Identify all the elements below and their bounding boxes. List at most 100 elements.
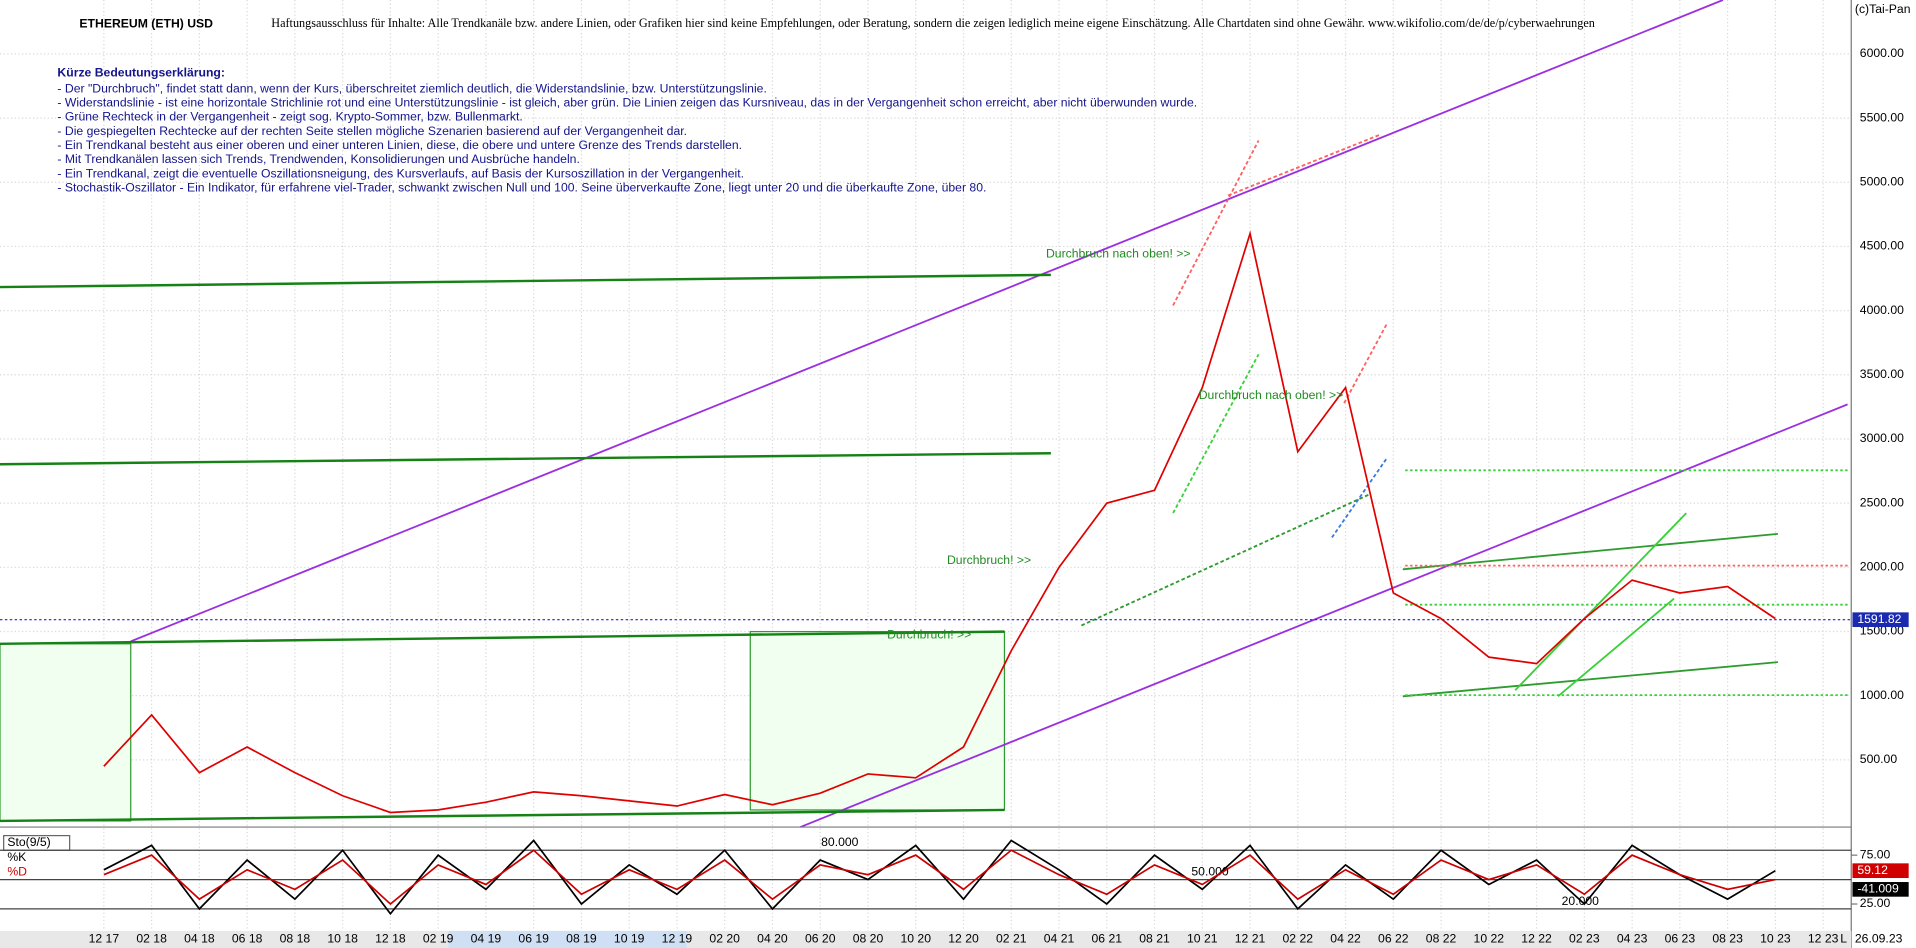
x-tick-label: 12 22 [1521,932,1552,946]
annotation: Durchbruch nach oben! >> [1046,246,1191,260]
x-tick-label: 08 18 [280,932,311,946]
x-tick-label: 08 19 [566,932,597,946]
y-tick-label: 2500.00 [1860,495,1904,509]
note-line: - Grüne Rechteck in der Vergangenheit - … [57,110,522,124]
y-tick-label: 5500.00 [1860,110,1904,124]
triangle-line [1514,512,1687,691]
x-tick-label: 04 22 [1330,932,1361,946]
x-tick-label: 10 22 [1474,932,1505,946]
x-tick-label: 12 18 [375,932,406,946]
channel-line [130,0,1724,643]
level-label: 50.000 [1191,864,1229,878]
x-tick-label: 02 22 [1283,932,1314,946]
note-line: - Die gespiegelten Rechtecke auf der rec… [57,124,687,138]
x-tick-label: 02 19 [423,932,454,946]
bull-rect [749,630,1006,811]
x-tick-label: 12 21 [1235,932,1266,946]
x-tick-label: 12 23 [1808,932,1839,946]
support-line [0,808,1005,823]
d-label: -41.009 [1857,882,1899,896]
legend-entry: %K [7,850,26,864]
level-label: 80.000 [821,835,859,849]
x-tick-label: 02 23 [1569,932,1600,946]
annotation: Durchbruch! >> [947,553,1031,567]
dashed-line [1172,140,1260,306]
x-tick-label: 06 20 [805,932,836,946]
scale-label: L [1840,932,1847,946]
x-tick-label: 02 20 [709,932,740,946]
x-tick-label: 10 23 [1760,932,1791,946]
support-line [0,630,1005,646]
y-tick-label: 1500.00 [1860,624,1904,638]
y-tick-label: 3000.00 [1860,431,1904,445]
x-tick-label: 04 23 [1617,932,1648,946]
dashed-line [1343,323,1388,404]
x-axis-highlight [448,930,687,948]
y-tick-label: 5000.00 [1860,174,1904,188]
dashed-line [1081,493,1369,627]
x-tick-label: 04 19 [471,932,502,946]
channel-line [800,403,1848,828]
note-line: - Widerstandslinie - ist eine horizontal… [57,96,1197,110]
price-label: 1591.82 [1857,612,1901,626]
y-tick-label: 3500.00 [1860,367,1904,381]
note-line: - Stochastik-Oszillator - Ein Indikator,… [57,181,986,195]
notes-title: Kürze Bedeutungserklärung: [57,66,225,80]
indicator-title: Sto(9/5) [7,835,50,849]
disclaimer: Haftungsausschluss für Inhalte: Alle Tre… [271,16,1595,30]
x-tick-label: 12 17 [89,932,120,946]
legend-entry: %D [7,864,27,878]
annotation: Durchbruch nach oben! >> [1199,388,1344,402]
x-tick-label: 10 19 [614,932,645,946]
x-tick-label: 08 21 [1139,932,1170,946]
end-label: 26.09.23 [1855,932,1903,946]
d-box [1852,882,1909,897]
series-line [103,230,1776,814]
x-tick-label: 08 20 [853,932,884,946]
dashed-line [1227,133,1382,197]
k-box [1852,863,1909,879]
x-tick-label: 08 23 [1712,932,1743,946]
x-tick-label: 06 18 [232,932,263,946]
x-tick-label: 02 18 [136,932,167,946]
y-tick-label: 1000.00 [1860,688,1904,702]
y-tick-label: 500.00 [1860,752,1898,766]
price-box [1852,612,1909,628]
x-tick-label: 06 21 [1091,932,1122,946]
source: (c)Tai-Pan [1855,2,1911,16]
chart-title: ETHEREUM (ETH) USD [79,17,213,31]
x-tick-label: 04 20 [757,932,788,946]
k-label: 59.12 [1857,863,1888,877]
x-tick-label: 10 21 [1187,932,1218,946]
note-line: - Ein Trendkanal besteht aus einer obere… [57,138,742,152]
annotation: Durchbruch! >> [887,627,971,641]
y-tick-label: 25.00 [1860,896,1891,910]
x-tick-label: 06 23 [1665,932,1696,946]
x-tick-label: 06 19 [518,932,549,946]
y-tick-label: 4000.00 [1860,303,1904,317]
support-line [0,273,1051,289]
series-line [103,849,1776,906]
bull-rect [0,643,132,822]
note-line: - Mit Trendkanälen lassen sich Trends, T… [57,152,579,166]
triangle-line [1557,597,1675,698]
x-tick-label: 06 22 [1378,932,1409,946]
note-line: - Der "Durchbruch", findet statt dann, w… [57,81,766,95]
triangle-line [1402,532,1779,571]
note-line: - Ein Trendkanal, zeigt die eventuelle O… [57,166,744,180]
y-tick-label: 4500.00 [1860,239,1904,253]
support-line [0,452,1051,466]
x-tick-label: 12 20 [948,932,979,946]
triangle-line [1402,661,1779,698]
x-tick-label: 08 22 [1426,932,1457,946]
y-tick-label: 2000.00 [1860,560,1904,574]
x-tick-label: 04 21 [1044,932,1075,946]
x-tick-label: 10 18 [327,932,358,946]
x-tick-label: 12 19 [662,932,693,946]
y-tick-label: 75.00 [1860,847,1891,861]
trendlines [0,0,1848,828]
x-tick-label: 04 18 [184,932,215,946]
x-tick-label: 02 21 [996,932,1027,946]
